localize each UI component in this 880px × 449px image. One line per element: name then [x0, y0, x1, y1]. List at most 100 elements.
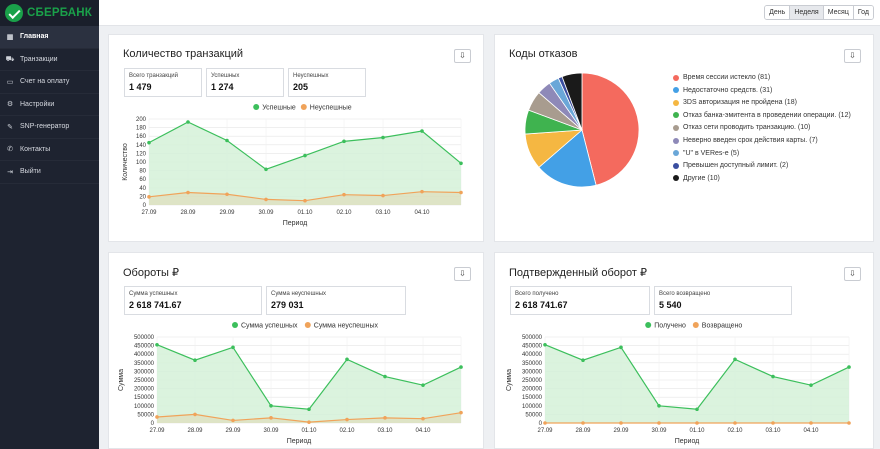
data-point	[155, 415, 159, 419]
y-tick-label: 0	[151, 421, 155, 427]
x-tick-label: 01.10	[301, 428, 317, 434]
x-axis-label: Период	[675, 438, 700, 445]
x-tick-label: 30.09	[258, 210, 274, 216]
transactions-chart: Успешные Неуспешные 0 20 40 60 80 100 120 140 160 1…	[122, 104, 463, 227]
sidebar-item-invoice[interactable]: ▭ Счет на оплату	[0, 71, 99, 94]
data-point	[342, 192, 346, 197]
data-point	[619, 421, 623, 425]
y-axis-label: Сумма	[118, 369, 125, 391]
stat-value: 205	[293, 82, 309, 92]
sidebar-item-contacts[interactable]: ✆ Контакты	[0, 139, 99, 161]
y-tick-label: 20	[139, 194, 146, 200]
period-selector: День Неделя Месяц Год	[764, 5, 874, 20]
card-title: Обороты ₽	[123, 267, 179, 279]
y-tick-label: 50000	[137, 412, 154, 418]
download-button[interactable]: ⇩	[844, 49, 861, 63]
x-tick-label: 27.09	[149, 428, 165, 434]
logout-icon: ⇥	[7, 168, 13, 176]
sidebar-item-snp-generator[interactable]: ✎ SNP-генератор	[0, 116, 99, 139]
legend-label: Возвращено	[702, 323, 743, 330]
data-point	[264, 197, 268, 202]
data-point	[459, 161, 463, 166]
stat-fail: Неуспешных 205	[288, 68, 366, 97]
y-axis-label: Сумма	[506, 369, 513, 391]
period-week-button[interactable]: Неделя	[790, 6, 824, 19]
y-tick-label: 100000	[134, 404, 155, 410]
pie-slice	[538, 129, 597, 188]
sidebar-item-label: Настройки	[20, 100, 55, 108]
download-button[interactable]: ⇩	[454, 267, 471, 281]
data-point	[381, 193, 385, 198]
legend-marker	[232, 322, 238, 328]
data-point	[657, 404, 661, 408]
data-point	[186, 190, 190, 195]
y-tick-label: 100000	[522, 404, 543, 410]
y-tick-label: 300000	[134, 369, 155, 375]
x-axis-label: Период	[283, 220, 308, 227]
legend-label: Неверно введен срок действия карты. (7)	[683, 137, 818, 144]
legend-label: Недостаточно средств. (31)	[683, 86, 773, 94]
pie-legend-item: Время сессии истекло (81)	[673, 74, 770, 81]
legend-label: Сумма неуспешных	[314, 323, 379, 330]
data-point	[809, 421, 813, 425]
data-point	[543, 342, 547, 347]
sidebar-item-label: Контакты	[20, 145, 51, 153]
transactions-card: Количество транзакций ⇩ Всего транзакций…	[108, 34, 484, 242]
y-tick-label: 300000	[522, 369, 543, 375]
y-tick-label: 80	[139, 169, 146, 175]
data-point	[307, 407, 311, 412]
pie-legend-item: Недостаточно средств. (31)	[673, 87, 772, 94]
data-point	[771, 374, 775, 379]
reject-codes-pie	[524, 72, 640, 188]
download-icon: ⇩	[459, 269, 466, 278]
stat-sum-fail: Сумма неуспешных 279 031	[266, 286, 406, 315]
legend-label: Время сессии истекло (81)	[683, 74, 771, 81]
y-tick-label: 200000	[134, 387, 155, 393]
sidebar-item-logout[interactable]: ⇥ Выйти	[0, 161, 99, 184]
stat-value: 1 479	[129, 82, 152, 92]
y-tick-label: 60	[139, 177, 146, 183]
data-point	[421, 416, 425, 421]
wrench-icon: ✎	[7, 123, 13, 131]
y-tick-label: 40	[139, 186, 146, 192]
data-point	[155, 342, 159, 347]
data-point	[543, 421, 547, 425]
stat-value: 1 274	[211, 82, 234, 92]
data-point	[303, 198, 307, 203]
data-point	[581, 421, 585, 425]
data-point	[269, 404, 273, 408]
stat-label: Всего транзакций	[129, 73, 178, 79]
period-year-button[interactable]: Год	[853, 6, 873, 19]
data-point	[383, 374, 387, 379]
period-day-button[interactable]: День	[765, 6, 791, 19]
logo[interactable]: СБЕРБАНК	[0, 0, 99, 26]
y-tick-label: 250000	[522, 378, 543, 384]
pie-legend-item: Превышен доступный лимит. (2)	[673, 162, 788, 169]
x-tick-label: 29.09	[225, 428, 241, 434]
download-button[interactable]: ⇩	[844, 267, 861, 281]
download-button[interactable]: ⇩	[454, 49, 471, 63]
series-area	[149, 122, 461, 205]
x-tick-label: 30.09	[651, 428, 667, 434]
data-point	[345, 357, 349, 362]
data-point	[459, 190, 463, 195]
top-bar: День Неделя Месяц Год	[99, 0, 880, 26]
pie-legend-item: Неверно введен срок действия карты. (7)	[673, 137, 818, 144]
sidebar: СБЕРБАНК ▦ Главная ⛟ Транзакции ▭ Счет н…	[0, 0, 99, 449]
gear-icon: ⚙	[6, 101, 14, 109]
sidebar-item-settings[interactable]: ⚙ Настройки	[0, 94, 99, 116]
card-title: Подтвержденный оборот ₽	[509, 267, 647, 279]
legend-marker	[300, 104, 307, 110]
card-title: Коды отказов	[509, 48, 578, 60]
legend-label: Отказ банка-эмитента в проведении операц…	[683, 111, 851, 119]
legend-label: Отказ сети проводить транзакцию. (10)	[683, 124, 811, 132]
y-tick-label: 400000	[134, 352, 155, 358]
data-point	[345, 417, 349, 422]
sidebar-item-home[interactable]: ▦ Главная	[0, 26, 99, 49]
data-point	[420, 129, 424, 133]
data-point	[269, 416, 273, 420]
sidebar-item-transactions[interactable]: ⛟ Транзакции	[0, 49, 99, 71]
x-tick-label: 02.10	[336, 210, 352, 216]
data-point	[225, 138, 229, 143]
period-month-button[interactable]: Месяц	[823, 6, 854, 19]
